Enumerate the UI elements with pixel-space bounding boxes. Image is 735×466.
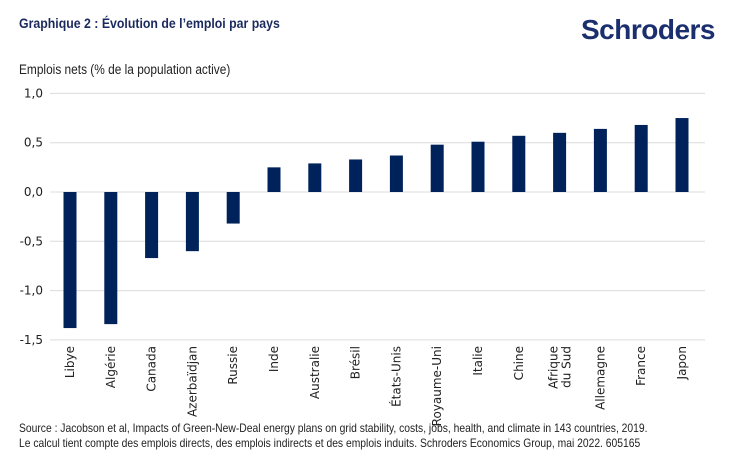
x-tick-label: Royaume-Uni [430,346,444,426]
bar [553,132,567,192]
bar [593,128,607,192]
bar [308,163,322,192]
y-tick-label: -1,0 [20,284,43,298]
bar [430,144,444,192]
bar [267,167,281,192]
schroders-logo: Schroders [581,14,716,45]
x-tick-label: Japon [675,346,689,380]
x-tick-label: Russie [226,346,240,385]
bar [349,159,363,192]
x-tick-label: Algérie [104,346,118,388]
y-tick-label: 0,5 [24,136,43,150]
x-tick-label: Afrique [547,346,561,389]
y-tick-label: -0,5 [20,234,43,248]
bar [634,124,648,192]
y-tick-label: 0,0 [24,185,43,199]
source-note: Source : Jacobson et al, Impacts of Gree… [19,421,648,451]
x-tick-label: Libye [63,346,77,378]
x-tick-label: Chine [512,346,526,380]
bar [389,155,403,192]
x-tick-label: du Sud [560,346,574,388]
bar [185,192,199,252]
source-line-2: Le calcul tient compte des emplois direc… [19,436,641,450]
chart-title: Graphique 2 : Évolution de l’emploi par … [19,15,280,31]
x-tick-label: Italie [471,346,485,376]
y-tick-label: -1,5 [20,333,43,347]
x-tick-label: Canada [145,346,159,392]
x-tick-label: Australie [308,346,322,399]
x-tick-label: Inde [267,346,281,372]
x-tick-label: Allemagne [593,346,607,410]
bar [226,192,240,224]
source-line-1: Source : Jacobson et al, Impacts of Gree… [19,421,648,435]
x-tick-label: France [634,346,648,386]
bar [145,192,159,259]
x-tick-label: États-Unis [388,346,403,407]
bar [471,141,485,192]
y-axis-label: Emplois nets (% de la population active) [19,62,231,77]
y-tick-label: 1,0 [24,86,43,100]
bar [512,135,526,192]
bar [63,192,77,329]
bar [104,192,118,325]
x-tick-label: Azerbaïdjan [185,346,199,417]
bar [675,118,689,192]
x-tick-label: Brésil [349,346,363,379]
